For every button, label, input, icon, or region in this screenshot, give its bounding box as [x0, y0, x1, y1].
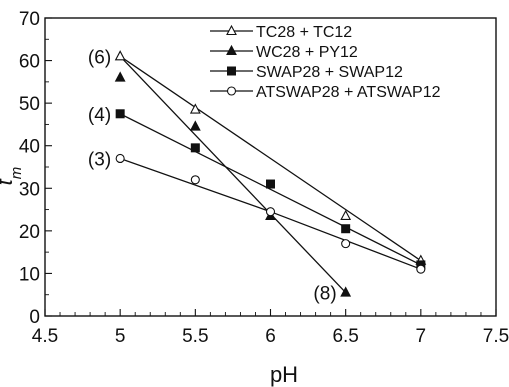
x-tick-label: 7: [416, 326, 427, 347]
data-point: [340, 286, 352, 297]
annotations: (6) (4) (3) (8): [88, 47, 337, 304]
legend: TC28 + TC12 WC28 + PY12 SWAP28 + SWAP12 ATS…: [210, 24, 441, 101]
x-tick-label: 6.5: [332, 326, 358, 347]
legend-marker: [226, 24, 237, 36]
y-tick-label: 10: [19, 264, 40, 285]
data-point: [266, 179, 275, 189]
legend-label: SWAP28 + SWAP12: [256, 64, 403, 81]
data-markers: [114, 50, 427, 297]
y-tick-label: 50: [19, 94, 40, 115]
y-axis-label: tm: [0, 167, 25, 186]
y-tick-label: 20: [19, 222, 40, 243]
y-tick-label: 70: [19, 9, 40, 30]
y-axis-label-main: t: [0, 178, 17, 185]
x-tick-label: 6: [265, 326, 276, 347]
legend-marker: [227, 66, 236, 76]
data-point: [190, 175, 200, 185]
point-annotation: (3): [88, 149, 111, 170]
series-line: [119, 113, 422, 266]
data-point: [340, 209, 352, 221]
axes: 0 10 20 30 40 50 60 70 4.5 5 5.5 6 6.5 7 7.5: [19, 9, 509, 347]
x-axis-label: pH: [270, 362, 298, 387]
data-point: [341, 224, 351, 234]
x-tick-label: 5: [115, 326, 126, 347]
legend-marker: [226, 86, 237, 96]
x-tick-label: 5.5: [182, 326, 208, 347]
point-annotation: (6): [88, 47, 111, 68]
y-axis-label-subscript: m: [8, 167, 25, 180]
series-line: [119, 55, 347, 294]
data-point: [341, 239, 351, 249]
y-tick-label: 40: [19, 137, 40, 158]
x-tick-label: 7.5: [483, 326, 509, 347]
y-tick-label: 30: [19, 179, 40, 200]
data-point: [265, 207, 276, 217]
data-point: [115, 109, 125, 119]
data-point: [416, 264, 426, 274]
data-point: [189, 120, 201, 131]
point-annotation: (4): [88, 105, 111, 126]
data-point: [115, 153, 125, 164]
data-point: [114, 50, 126, 61]
data-point: [190, 143, 200, 153]
data-point: [114, 71, 126, 82]
point-annotation: (8): [313, 284, 336, 305]
plot-frame: [44, 17, 497, 317]
data-point: [189, 103, 201, 114]
series-line: [119, 55, 422, 262]
legend-marker: [226, 44, 237, 56]
y-tick-label: 0: [29, 307, 40, 328]
legend-label: ATSWAP28 + ATSWAP12: [256, 84, 441, 101]
y-tick-label: 60: [19, 52, 40, 73]
series-lines: [119, 55, 422, 294]
x-tick-label: 4.5: [32, 326, 58, 347]
legend-label: WC28 + PY12: [256, 44, 358, 61]
legend-label: TC28 + TC12: [256, 24, 352, 41]
